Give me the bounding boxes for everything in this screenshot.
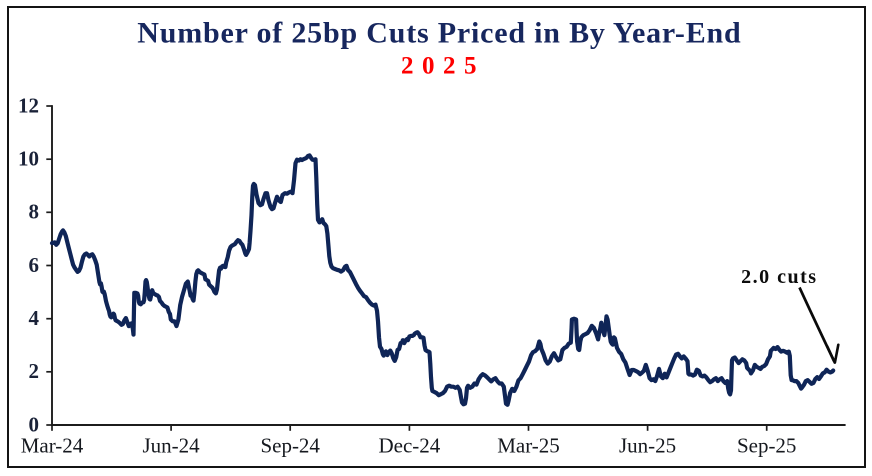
svg-text:6: 6 (29, 253, 40, 277)
svg-text:10: 10 (18, 147, 39, 171)
svg-text:2.0 cuts: 2.0 cuts (741, 266, 817, 288)
svg-text:Mar-24: Mar-24 (21, 434, 84, 458)
svg-text:0: 0 (29, 412, 40, 436)
svg-text:8: 8 (29, 200, 40, 224)
svg-text:Dec-24: Dec-24 (378, 434, 440, 458)
svg-text:4: 4 (29, 306, 40, 330)
svg-text:2: 2 (29, 359, 40, 383)
svg-text:Sep-25: Sep-25 (737, 434, 797, 458)
svg-text:Jun-24: Jun-24 (143, 434, 201, 458)
svg-text:12: 12 (18, 93, 39, 117)
svg-text:2025: 2025 (401, 53, 485, 80)
svg-text:Number of 25bp Cuts Priced in: Number of 25bp Cuts Priced in By Year-En… (137, 17, 741, 50)
svg-text:Mar-25: Mar-25 (497, 434, 560, 458)
svg-text:Jun-25: Jun-25 (619, 434, 676, 458)
svg-text:Sep-24: Sep-24 (260, 434, 320, 458)
